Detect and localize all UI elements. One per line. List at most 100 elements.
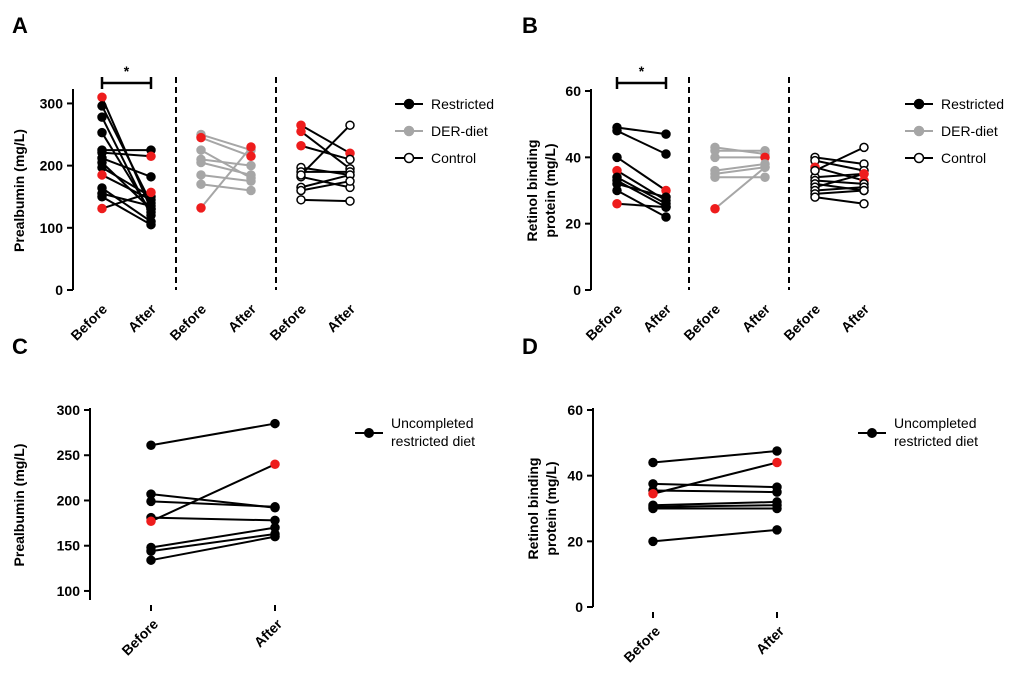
panel-A-group-3-pair-line xyxy=(300,173,351,189)
der-diet-legend-label: DER-diet xyxy=(431,123,488,139)
panel-A-group-1-pair-line xyxy=(101,161,152,210)
panel-A-group-1-pair-line xyxy=(101,157,152,178)
y-axis-label-line2: protein (mg/L) xyxy=(542,143,558,237)
panel-A-group-3-pair-line xyxy=(300,180,351,192)
panel-D-y-tick-label: 20 xyxy=(567,533,583,549)
panel-A-group-1-point xyxy=(146,151,156,162)
panel-B-group-3-point xyxy=(859,169,869,179)
panel-A-group-2-pair-line xyxy=(200,136,252,158)
x-category-label: Before xyxy=(582,301,625,344)
panel-C-y-tick-label: 250 xyxy=(57,447,81,463)
panel-B-group-1-pair-line xyxy=(616,129,667,155)
panel-A-group-3-pair-line xyxy=(300,124,351,155)
panel-B-group-1-pair-line xyxy=(616,189,667,218)
panel-A-group-1-point xyxy=(146,219,156,230)
uncompleted-legend-label-line2: restricted diet xyxy=(391,433,475,449)
panel-B-y-tick-label: 20 xyxy=(565,216,581,232)
panel-A-group-2-point xyxy=(196,179,206,190)
panel-A-group-3-point xyxy=(296,170,306,180)
panel-D-pair-line xyxy=(652,450,778,464)
panel-A-group-3-pair-line xyxy=(300,124,351,176)
panel-A-y-tick-label: 300 xyxy=(40,95,64,111)
x-category-label: After xyxy=(324,300,359,335)
y-axis-label: Prealbumin (mg/L) xyxy=(11,129,27,252)
panel-B-group-1-point xyxy=(661,212,671,222)
panel-C-pair-line xyxy=(150,422,276,447)
panel-B-group-3-pair-line xyxy=(814,156,865,165)
y-axis-label-line1: Retinol binding xyxy=(524,140,540,242)
panel-D-pair-line xyxy=(652,528,778,543)
panel-C-point xyxy=(270,502,280,512)
x-category-label: After xyxy=(640,300,675,335)
x-category-label: After xyxy=(125,300,160,335)
panel-A-group-3-point xyxy=(345,154,355,165)
panel-B-group-1-point xyxy=(661,192,671,202)
panel-A-group-1-pair-line xyxy=(101,191,152,210)
panel-B-group-2-pair-line xyxy=(714,166,766,210)
der-diet-legend-marker xyxy=(403,125,415,137)
x-category-label: Before xyxy=(118,616,161,659)
x-category-label: Before xyxy=(166,301,209,344)
panel-D-point xyxy=(772,446,782,456)
panel-B-group-3-point xyxy=(859,185,869,196)
panel-D-y-tick-label: 0 xyxy=(575,599,583,615)
panel-B-group-3-pair-line xyxy=(814,172,865,179)
panel-A-y-tick-label: 0 xyxy=(55,282,63,298)
panel-A-group-3-point xyxy=(345,196,355,206)
panel-A-group-1-point xyxy=(146,172,156,182)
panel-B-y-tick-label: 0 xyxy=(573,282,581,298)
panel-letter-D: D xyxy=(522,334,538,359)
panel-A-group-2-pair-line xyxy=(200,146,252,209)
panel-B-group-2-pair-line xyxy=(714,166,766,175)
panel-D-point xyxy=(772,487,782,497)
der-diet-legend-label: DER-diet xyxy=(941,123,998,139)
panel-D-point xyxy=(648,536,658,547)
restricted-legend-marker xyxy=(913,98,925,110)
panel-B-group-1-pair-line xyxy=(616,182,667,199)
panel-B-group-1-point xyxy=(612,185,622,196)
panel-B-group-1-pair-line xyxy=(616,156,667,192)
panel-C-point xyxy=(146,516,156,527)
panel-A-group-1-point xyxy=(97,203,107,214)
uncompleted-legend-label-line2: restricted diet xyxy=(894,433,978,449)
panel-C-y-tick-label: 200 xyxy=(57,492,81,508)
panel-A-group-1-point xyxy=(146,187,156,198)
restricted-legend-label: Restricted xyxy=(431,96,494,112)
panel-A-group-1-point xyxy=(97,127,107,138)
x-category-label: Before xyxy=(67,301,110,344)
panel-C-pair-line xyxy=(150,532,276,553)
x-category-label: After xyxy=(251,615,286,650)
control-legend-marker xyxy=(403,152,415,164)
panel-B-group-3-point xyxy=(859,199,869,209)
panel-B-group-1-point xyxy=(661,202,671,212)
panel-A-group-1-pair-line xyxy=(101,132,152,213)
panel-B-group-3-pair-line xyxy=(814,186,865,192)
panel-A-group-3-point xyxy=(296,185,306,196)
panel-C-pair-line xyxy=(150,516,276,522)
panel-letter-C: C xyxy=(12,334,28,359)
panel-C-y-tick-label: 150 xyxy=(57,538,81,554)
panel-B-group-1-pair-line xyxy=(616,179,667,208)
panel-A-group-2-point xyxy=(246,185,256,196)
panel-D-pair-line xyxy=(652,461,778,495)
panel-A-group-2-point xyxy=(246,151,256,162)
panel-D-point xyxy=(648,457,658,468)
x-category-label: Before xyxy=(780,301,823,344)
panel-D-point xyxy=(648,503,658,514)
panel-B-group-1-point xyxy=(661,129,671,139)
x-category-label: Before xyxy=(680,301,723,344)
panel-C-pair-line xyxy=(150,526,276,549)
panel-A-group-3-point xyxy=(296,126,306,137)
panel-C-y-tick-label: 100 xyxy=(57,583,81,599)
panel-D-y-tick-label: 40 xyxy=(567,468,583,484)
panel-C-pair-line xyxy=(150,463,276,523)
panel-C-point xyxy=(146,496,156,507)
x-category-label: After xyxy=(225,300,260,335)
panel-B-group-1-point xyxy=(612,152,622,163)
panel-D-point xyxy=(772,503,782,514)
panel-A-group-2-point xyxy=(246,142,256,152)
x-category-label: After xyxy=(739,300,774,335)
uncompleted-legend-label-line1: Uncompleted xyxy=(391,415,474,431)
panel-B-group-2-point xyxy=(710,172,720,182)
